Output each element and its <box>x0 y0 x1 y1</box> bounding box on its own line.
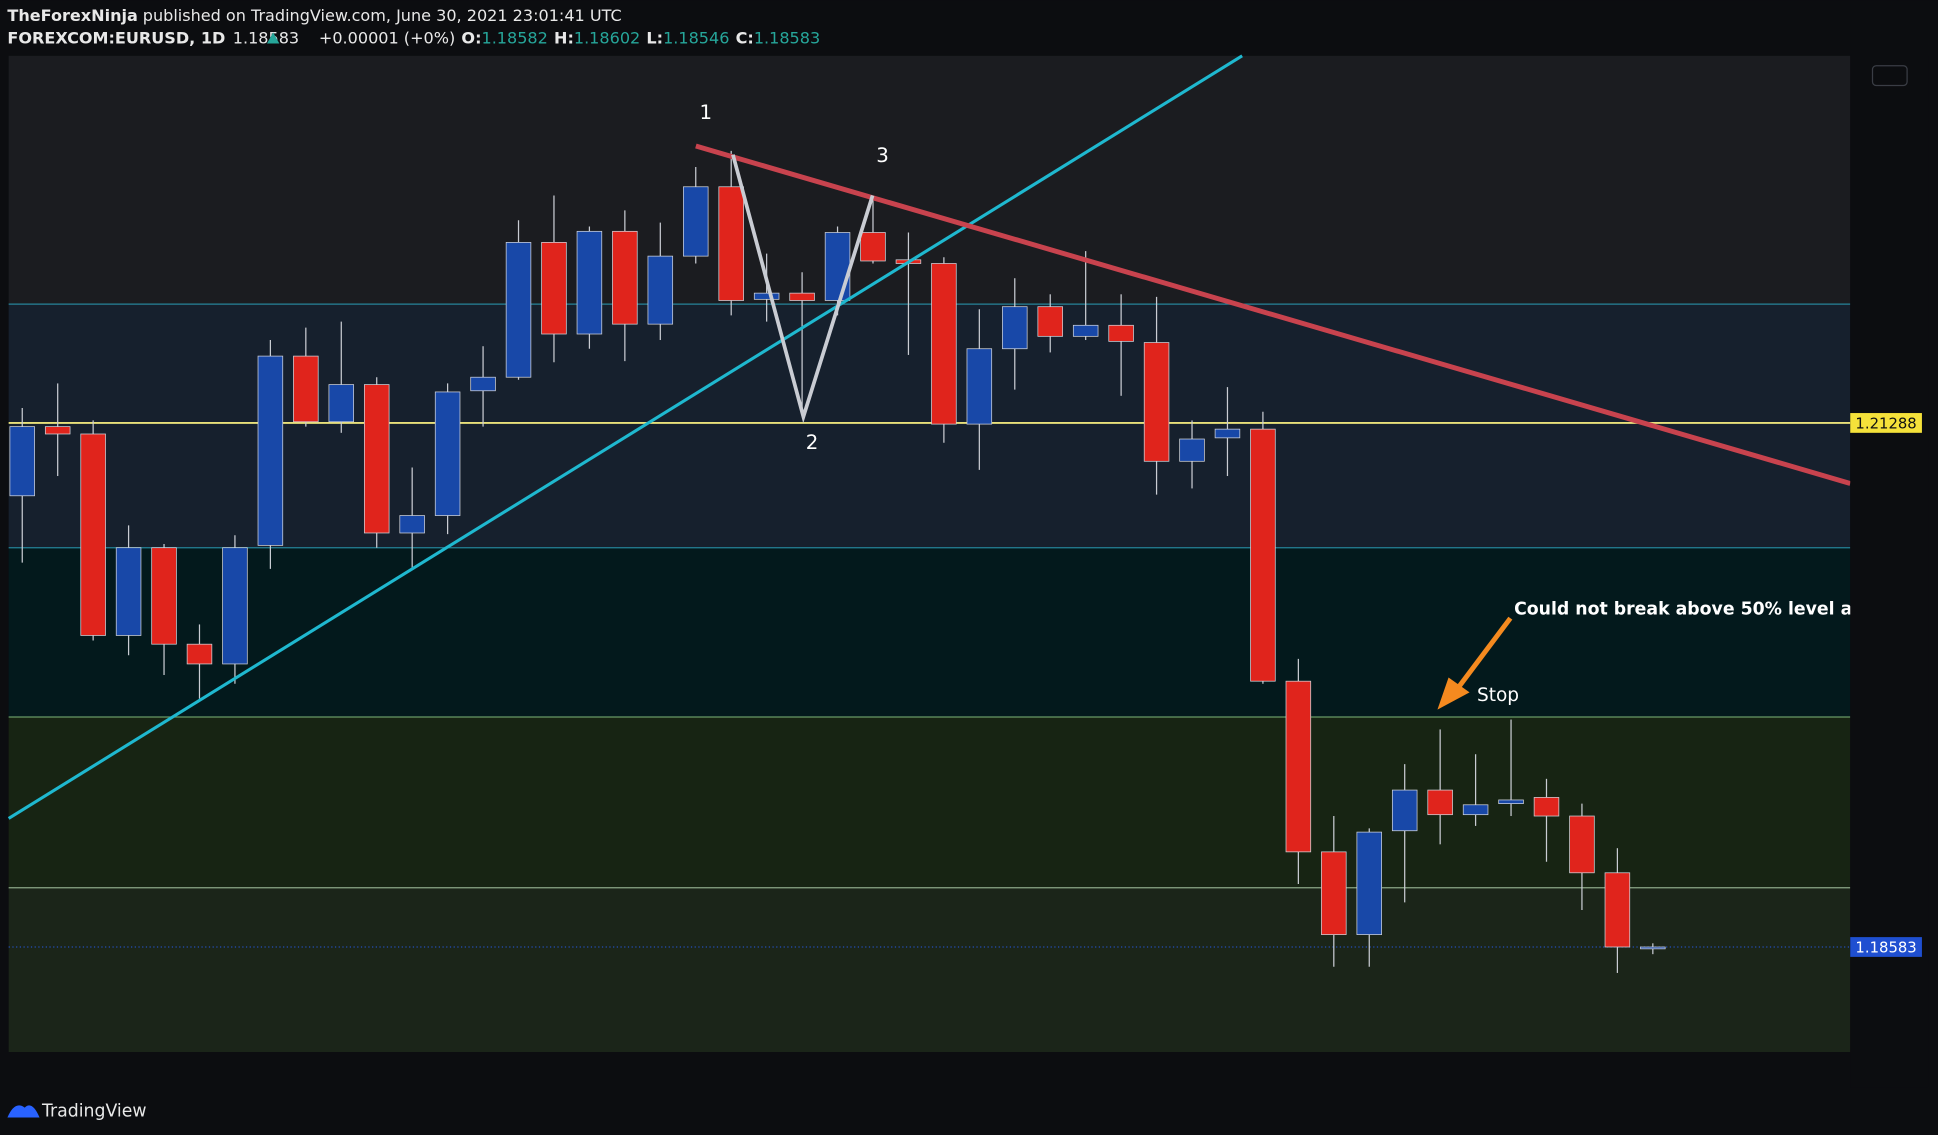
zone <box>8 304 1851 548</box>
annotation: 1 <box>699 101 712 124</box>
candle-body <box>222 547 248 665</box>
logo <box>7 1105 40 1118</box>
candle-body <box>470 376 496 392</box>
trend-line-up <box>7 54 1243 820</box>
c-value: 1.18583 <box>754 28 820 47</box>
candle-body <box>328 384 355 423</box>
o-value: 1.18582 <box>481 28 547 47</box>
candle-body <box>1214 428 1241 439</box>
zone <box>8 547 1851 718</box>
candle-body <box>789 292 815 301</box>
candle-body <box>1285 680 1312 853</box>
price-axis <box>1850 55 1929 1088</box>
price-tag <box>1850 937 1922 957</box>
candle-body <box>683 186 709 257</box>
candle-body <box>612 230 638 325</box>
annotation: Could not break above 50% level and <box>1514 599 1877 619</box>
candle-body <box>860 232 886 262</box>
candle-body <box>753 292 780 300</box>
candle-body <box>80 433 106 636</box>
candle-body <box>1640 946 1666 950</box>
publish-line: TheForexNinja published on TradingView.co… <box>7 6 621 25</box>
candle-body <box>1427 789 1453 816</box>
annotation: Stop <box>1477 685 1519 706</box>
zigzag <box>731 154 875 424</box>
o-label: O: <box>461 28 481 47</box>
candle-body <box>541 242 567 335</box>
l-label: L: <box>646 28 663 47</box>
candle-body <box>9 426 35 497</box>
candle-body <box>931 263 957 425</box>
candle-body <box>44 426 71 435</box>
candle-body <box>1391 789 1418 832</box>
arrow-head <box>1437 677 1470 710</box>
candle-body <box>1462 804 1489 816</box>
brand: TradingView <box>41 1101 147 1121</box>
published: published on TradingView.com, June 30, 2… <box>143 6 622 25</box>
candle-body <box>293 355 319 423</box>
candle-body <box>1498 799 1524 805</box>
candle-body <box>1321 851 1347 935</box>
trend-line-down <box>695 143 1851 486</box>
candle-body <box>399 515 425 534</box>
candle-body <box>718 186 744 301</box>
candle-body <box>824 232 851 301</box>
h-label: H: <box>554 28 574 47</box>
candle-body <box>576 230 603 335</box>
candle-body <box>1072 324 1099 337</box>
candle-body <box>1179 438 1205 462</box>
candle-body <box>1143 342 1170 462</box>
zone <box>8 55 1851 305</box>
candle-body <box>186 643 213 665</box>
candle-body <box>1569 815 1595 874</box>
candle-body <box>647 255 674 325</box>
candle-body <box>505 242 532 378</box>
zone <box>8 887 1851 1052</box>
candle-body <box>1037 306 1063 337</box>
h-value: 1.18602 <box>574 28 640 47</box>
c-label: C: <box>736 28 754 47</box>
price-tag-label: 1.18583 <box>1855 940 1916 957</box>
zones <box>8 55 1851 1052</box>
plot <box>8 150 1851 973</box>
candle-body <box>257 355 284 546</box>
symbol-line: FOREXCOM:EURUSD, 1D 1.18583 +0.00001 (+0%)… <box>7 28 820 47</box>
price-tag-label: 1.21288 <box>1855 416 1916 433</box>
price-tags: 1.21288 1.18583 <box>1850 413 1922 957</box>
arrow-shaft <box>1456 616 1513 689</box>
candle-body <box>1250 428 1276 682</box>
l-value: 1.18546 <box>663 28 729 47</box>
last-price: 1.18583 <box>233 28 299 47</box>
annotation: 2 <box>806 431 819 454</box>
annotation: 3 <box>876 144 889 167</box>
candle-body <box>363 384 390 534</box>
price-tag <box>1850 413 1922 433</box>
up-icon <box>266 32 280 44</box>
candle-body <box>151 547 177 645</box>
axis-button[interactable] <box>1871 65 1908 87</box>
change: +0.00001 (+0%) <box>319 28 455 47</box>
candle-body <box>434 391 461 516</box>
candle-body <box>1533 797 1560 817</box>
symbol: FOREXCOM:EURUSD, 1D <box>7 28 225 47</box>
candle-body <box>1356 831 1382 935</box>
candle-body <box>1002 306 1028 350</box>
candle-body <box>1604 872 1631 948</box>
candle-body <box>115 547 142 636</box>
candle-body <box>966 348 993 425</box>
author: TheForexNinja <box>7 6 137 25</box>
candle-body <box>1108 324 1134 342</box>
